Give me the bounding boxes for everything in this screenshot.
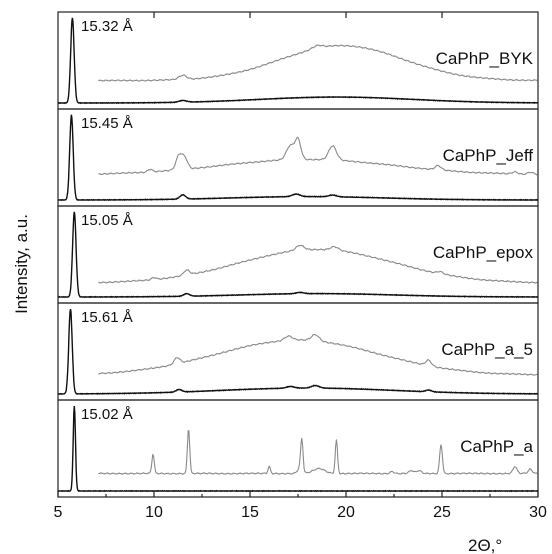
d-spacing-label: 15.02 Å: [81, 406, 133, 423]
sample-label: CaPhP_a_5: [441, 340, 533, 359]
x-axis: 5 10 15 20 25 30: [54, 12, 547, 521]
primary-trace: [57, 211, 539, 299]
x-tick-label: 15: [241, 504, 259, 521]
secondary-trace: [98, 333, 538, 376]
primary-trace: [57, 406, 539, 493]
panel: 15.45 Å CaPhP_Jeff: [57, 108, 539, 207]
panel: 15.61 Å CaPhP_a_5: [57, 302, 539, 401]
d-spacing-label: 15.45 Å: [81, 115, 133, 132]
x-tick-label: 5: [54, 504, 63, 521]
primary-trace: [58, 308, 539, 396]
x-tick-label: 25: [433, 504, 451, 521]
chart-panels: 15.32 Å CaPhP_BYK 15.45 Å CaPhP_Jeff 15.05 Å…: [57, 11, 539, 498]
primary-trace: [58, 114, 539, 202]
d-spacing-label: 15.05 Å: [81, 212, 133, 229]
sample-label: CaPhP_epox: [433, 243, 534, 262]
secondary-trace: [98, 136, 538, 176]
d-spacing-label: 15.32 Å: [81, 18, 133, 35]
x-axis-label: 2Θ,°: [468, 536, 502, 554]
x-tick-label: 10: [145, 504, 163, 521]
panel: 15.32 Å CaPhP_BYK: [57, 11, 539, 110]
y-axis-label: Intensity, a.u.: [12, 214, 31, 314]
secondary-trace: [98, 244, 538, 284]
primary-trace: [57, 17, 539, 105]
sample-label: CaPhP_BYK: [436, 49, 534, 68]
x-tick-label: 30: [529, 504, 547, 521]
panel: 15.05 Å CaPhP_epox: [57, 205, 539, 304]
x-tick-label: 20: [337, 504, 355, 521]
sample-label: CaPhP_a: [460, 437, 533, 456]
secondary-trace: [98, 430, 538, 475]
sample-label: CaPhP_Jeff: [443, 146, 534, 165]
panel: 15.02 Å CaPhP_a: [57, 399, 539, 498]
secondary-trace: [98, 44, 538, 82]
d-spacing-label: 15.61 Å: [81, 309, 133, 326]
